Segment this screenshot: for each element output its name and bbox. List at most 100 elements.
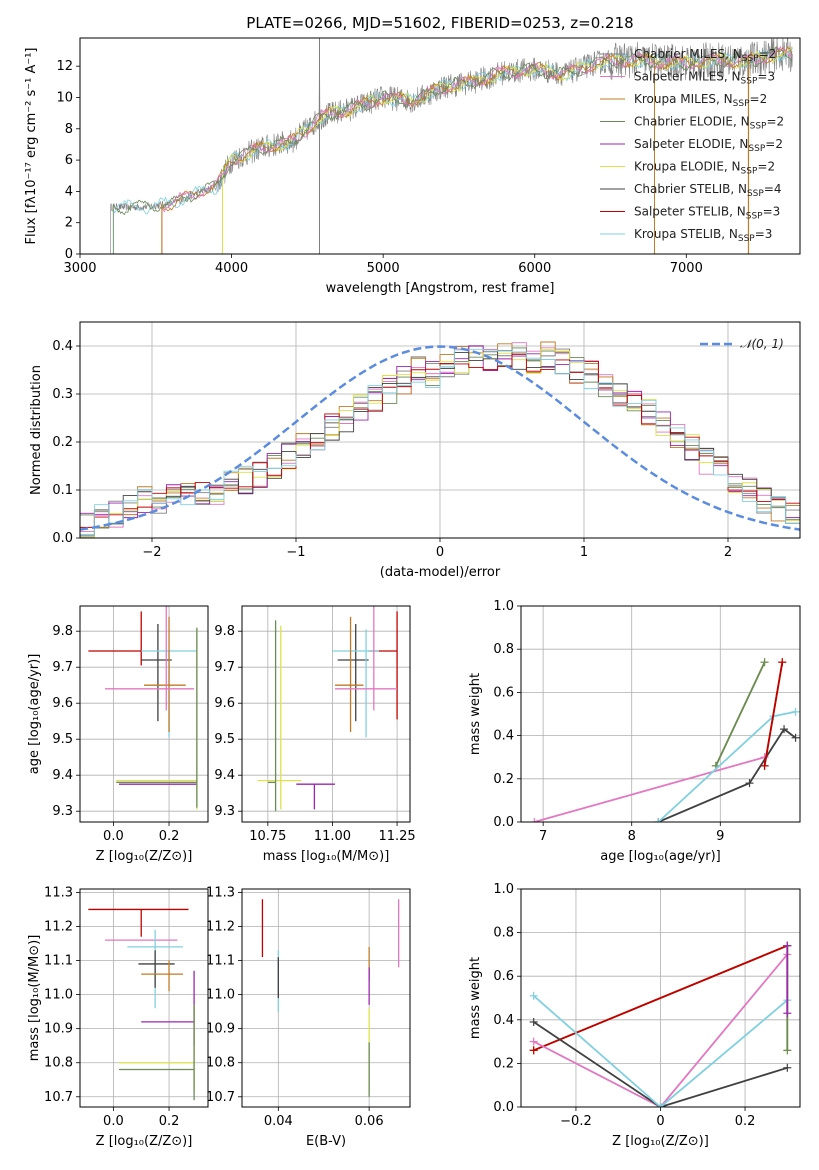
y-tick-label: 6	[65, 153, 73, 168]
x-tick-label: −1	[286, 545, 305, 560]
plot-area-weight_vs_Z	[529, 941, 792, 1107]
axes-frame	[520, 605, 801, 823]
axes-frame	[79, 888, 209, 1108]
x-tick-label: 2	[724, 545, 732, 560]
x-tick-label: 7000	[670, 261, 703, 276]
legend-suffix: =3	[763, 205, 781, 219]
mass-weight-line	[533, 1021, 788, 1107]
mass-weight-line	[715, 661, 766, 767]
x-tick-label: 10.75	[249, 829, 286, 844]
legend-suffix: =2	[757, 160, 775, 174]
y-tick-label: 1.0	[493, 599, 514, 614]
y-tick-label: 9.3	[52, 804, 73, 819]
y-tick-label: 11.3	[206, 885, 235, 900]
y-tick-label: 11.0	[206, 988, 235, 1003]
mass-weight-line	[534, 756, 765, 822]
legend-suffix: =2	[765, 137, 783, 151]
legend-subscript: SSP	[742, 54, 759, 64]
plot-area-mass_vs_EBV	[261, 899, 400, 1097]
legend-suffix: =4	[764, 182, 782, 196]
y-tick-label: 10.7	[44, 1090, 73, 1105]
legend-label: Salpeter MILES, NSSP=3	[634, 70, 775, 87]
axes-frame	[241, 888, 411, 1108]
y-tick-label: 10.8	[44, 1056, 73, 1071]
y-axis-label: age [log₁₀(age/yr)]	[27, 654, 42, 775]
y-tick-label: 9.4	[52, 768, 73, 783]
panel-age_vs_Z: 0.0 0.2 9.3 9.4 9.5 9.6 9.7 9.8 Z [log₁₀(Z/Z⊙)] a…	[27, 605, 209, 864]
normal-distribution-curve	[80, 345, 800, 531]
y-tick-label: 12	[56, 59, 73, 74]
y-tick-label: 10.7	[206, 1090, 235, 1105]
x-axis-label: age [log₁₀(age/yr)]	[600, 849, 721, 864]
legend-suffix: =2	[759, 47, 777, 61]
x-tick-label: −2	[142, 545, 161, 560]
x-tick-label: 4000	[215, 261, 248, 276]
legend-subscript: SSP	[748, 144, 765, 154]
y-tick-label: 11.1	[44, 954, 73, 969]
y-tick-label: 10.8	[206, 1056, 235, 1071]
y-tick-label: 0.2	[52, 435, 73, 450]
y-tick-label: 0.6	[493, 969, 514, 984]
legend-label: Kroupa MILES, NSSP=2	[634, 92, 767, 109]
x-tick-label: 7	[539, 829, 547, 844]
model-spectrum-line	[161, 45, 793, 254]
x-tick-label: 0.06	[355, 1114, 384, 1129]
legend-label: Salpeter ELODIE, NSSP=2	[634, 137, 783, 154]
legend-suffix: =2	[766, 115, 784, 129]
axes-frame	[79, 605, 209, 823]
x-tick-label: 0.2	[159, 1114, 180, 1129]
legend-label: Chabrier STELIB, NSSP=4	[634, 182, 782, 199]
x-tick-label: 8	[628, 829, 636, 844]
legend-suffix: =3	[755, 227, 773, 241]
y-tick-label: 2	[65, 216, 73, 231]
panel-mass_vs_EBV: 0.04 0.06 10.7 10.8 10.9 11.0 11.1 11.2 11.3 E(B-…	[206, 885, 411, 1149]
plot-area-residuals	[80, 341, 800, 538]
y-tick-label: 8	[65, 122, 73, 137]
legend-suffix: =3	[757, 70, 775, 84]
legend-label: 𝒩(0, 1)	[740, 337, 784, 351]
y-tick-label: 11.3	[44, 885, 73, 900]
y-axis-label: mass weight	[468, 957, 483, 1039]
y-tick-label: 9.6	[52, 696, 73, 711]
plot-area-age_vs_mass	[257, 606, 398, 812]
y-tick-label: 9.5	[214, 732, 235, 747]
y-tick-label: 9.3	[214, 804, 235, 819]
x-tick-label: 0.04	[264, 1114, 293, 1129]
mass-weight-line	[763, 662, 784, 766]
x-tick-label: 5000	[367, 261, 400, 276]
y-axis-label: mass [log₁₀(M/M⊙)]	[27, 935, 42, 1062]
y-tick-label: 9.5	[52, 732, 73, 747]
y-tick-label: 9.8	[214, 624, 235, 639]
x-axis-label: Z [log₁₀(Z/Z⊙)]	[96, 1134, 193, 1149]
x-tick-label: 3000	[63, 261, 96, 276]
y-tick-label: 11.2	[206, 919, 235, 934]
y-tick-label: 0.4	[493, 729, 514, 744]
x-axis-label: mass [log₁₀(M/M⊙)]	[263, 849, 390, 864]
y-tick-label: 9.8	[52, 624, 73, 639]
axes-frame	[79, 37, 801, 255]
x-tick-label: 0.2	[159, 829, 180, 844]
legend-label: Kroupa STELIB, NSSP=3	[634, 227, 772, 244]
x-tick-label: 0	[656, 1114, 664, 1129]
x-tick-label: 11.25	[378, 829, 415, 844]
y-tick-label: 9.7	[214, 660, 235, 675]
legend-subscript: SSP	[747, 189, 764, 199]
panel-mass_vs_Z: 0.0 0.2 10.7 10.8 10.9 11.0 11.1 11.2 11.3 Z [log…	[27, 885, 209, 1149]
legend-subscript: SSP	[741, 167, 758, 177]
panel-weight_vs_Z: −0.2 0 0.2 0.0 0.2 0.4 0.6 0.8 1.0 Z [log₁₀(Z/Z⊙)…	[468, 882, 801, 1149]
y-tick-label: 0.0	[493, 815, 514, 830]
x-tick-label: 1	[580, 545, 588, 560]
x-axis-label: Z [log₁₀(Z/Z⊙)]	[612, 1134, 709, 1149]
y-tick-label: 0.8	[493, 642, 514, 657]
x-axis-label: Z [log₁₀(Z/Z⊙)]	[96, 849, 193, 864]
legend-label: Kroupa ELODIE, NSSP=2	[634, 160, 775, 177]
model-spectrum-line	[222, 46, 793, 254]
y-tick-label: 0.4	[493, 1013, 514, 1028]
y-tick-label: 0.2	[493, 772, 514, 787]
x-tick-label: 6000	[518, 261, 551, 276]
y-axis-label: Normed distribution	[29, 365, 44, 495]
y-axis-label: Flux [fλ10⁻¹⁷ erg cm⁻² s⁻¹ A⁻¹]	[24, 48, 39, 245]
x-tick-label: 0.2	[735, 1114, 756, 1129]
legend-subscript: SSP	[741, 77, 758, 87]
panel-spectrum: Chabrier MILES, NSSP=2 Salpeter MILES, NS…	[24, 37, 801, 296]
